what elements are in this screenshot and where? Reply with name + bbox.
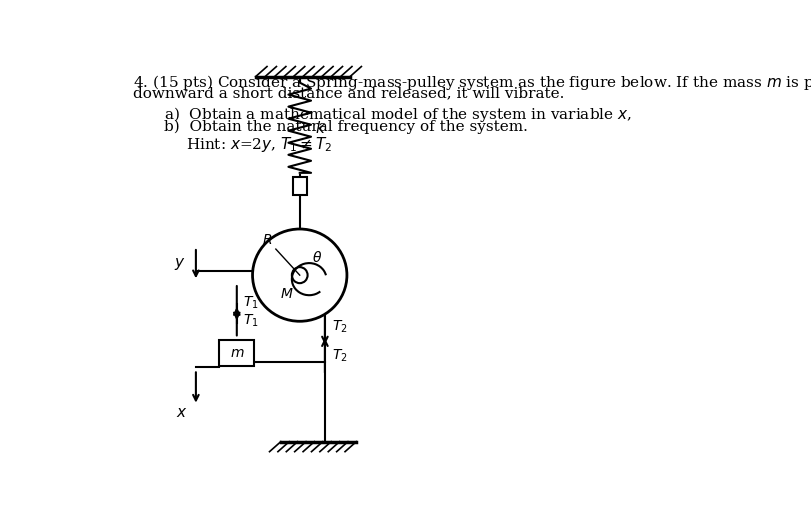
Text: $T_2$: $T_2$ — [332, 319, 348, 336]
Text: $M$: $M$ — [280, 287, 294, 301]
Text: $\theta$: $\theta$ — [312, 250, 322, 265]
Text: $k$: $k$ — [315, 120, 326, 135]
Text: $y$: $y$ — [174, 256, 186, 272]
Text: $m$: $m$ — [230, 346, 244, 361]
Text: $T_1$: $T_1$ — [242, 295, 259, 312]
Text: $T_2$: $T_2$ — [332, 347, 348, 364]
Text: downward a short distance and released, it will vibrate.: downward a short distance and released, … — [133, 86, 564, 101]
Bar — [293, 177, 307, 195]
Ellipse shape — [252, 229, 346, 321]
Text: $x$: $x$ — [176, 405, 187, 419]
Text: $R$: $R$ — [262, 233, 272, 247]
Text: Hint: $x$=2$y$, $T_1$$\neq$$T_2$: Hint: $x$=2$y$, $T_1$$\neq$$T_2$ — [187, 135, 333, 154]
Bar — [219, 340, 254, 366]
Text: b)  Obtain the natural frequency of the system.: b) Obtain the natural frequency of the s… — [164, 119, 528, 134]
Text: $T_1$: $T_1$ — [242, 313, 259, 329]
Text: 4. (15 pts) Consider a Spring-mass-pulley system as the figure below. If the mas: 4. (15 pts) Consider a Spring-mass-pulle… — [133, 72, 811, 92]
Text: a)  Obtain a mathematical model of the system in variable $x$,: a) Obtain a mathematical model of the sy… — [164, 105, 632, 123]
Ellipse shape — [291, 267, 307, 283]
